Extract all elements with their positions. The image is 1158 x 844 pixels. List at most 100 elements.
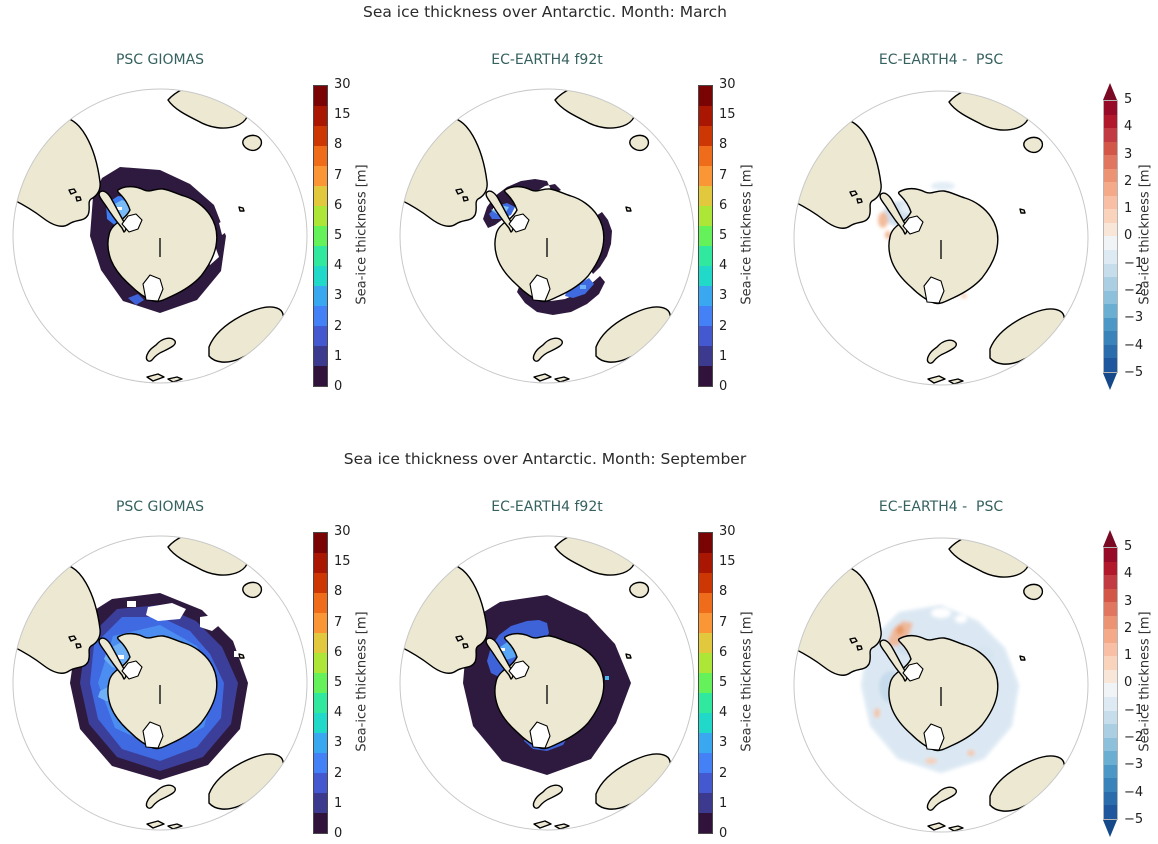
map-content (400, 536, 671, 830)
colorbar-segment (314, 773, 327, 793)
globe-outline (12, 535, 308, 831)
colorbar-segment (699, 226, 712, 246)
panel-title-diff-march: EC-EARTH4 - PSC (878, 52, 1004, 68)
colorbar-segment (1104, 222, 1117, 237)
colorbar-segment (1104, 710, 1117, 725)
colorbar-segment (1104, 168, 1117, 183)
colorbar-segment (314, 126, 327, 146)
colorbar-segment (1104, 141, 1117, 156)
colorbar-segment (699, 286, 712, 306)
colorbar-segment (1104, 114, 1117, 129)
panel-title-diff-september: EC-EARTH4 - PSC (878, 499, 1004, 515)
colorbar-segment (314, 186, 327, 206)
colorbar-segment (314, 633, 327, 653)
colorbar-segments (313, 85, 328, 387)
colorbar-segment (1104, 629, 1117, 643)
land-layer (794, 538, 1065, 832)
figure-title-march: Sea ice thickness over Antarctic. Month:… (362, 3, 728, 21)
colorbar-segment (1104, 751, 1117, 765)
colorbar-segment (1104, 683, 1117, 698)
colorbar-segment (1104, 182, 1117, 196)
colorbar-segment (314, 346, 327, 366)
panel-title-psc-march: PSC GIOMAS (115, 52, 205, 68)
map-diff-march (793, 90, 1089, 386)
colorbar-segment (314, 86, 327, 106)
colorbar-segment (314, 366, 327, 386)
colorbar-segment (699, 633, 712, 653)
colorbar-axis-label: Sea-ice thickness [m] (354, 611, 370, 752)
colorbar-segment (1104, 642, 1117, 657)
colorbar-ticks: 5 4 3 2 1 0 −1 −2 −3 −4 −5 (1124, 539, 1144, 827)
colorbar-segments (1103, 547, 1118, 820)
colorbar-segment (314, 573, 327, 593)
colorbar-segment (1104, 764, 1117, 779)
colorbar-segment (699, 693, 712, 713)
colorbar-segment (314, 593, 327, 613)
colorbar-ticks: 30 15 8 7 6 5 4 3 2 1 0 (719, 77, 736, 394)
colorbar-segment (699, 166, 712, 186)
colorbar-segments (1103, 100, 1118, 373)
land-layer (13, 89, 284, 383)
colorbar-segment (314, 813, 327, 833)
colorbar-segment (699, 366, 712, 386)
colorbar-segment (699, 106, 712, 126)
colorbar-under-arrow (1103, 373, 1117, 390)
colorbar-axis-label: Sea-ice thickness [m] (739, 611, 755, 752)
colorbar-segment (1104, 331, 1117, 345)
colorbar-segment (1104, 561, 1117, 576)
colorbar-segment (699, 773, 712, 793)
map-content (794, 538, 1065, 832)
colorbar-segment (699, 593, 712, 613)
colorbar-segment (699, 793, 712, 813)
colorbar-segment (699, 206, 712, 226)
map-content (794, 91, 1065, 385)
colorbar-segment (699, 573, 712, 593)
colorbar-axis-label: Sea-ice thickness [m] (354, 164, 370, 305)
colorbar-segment (314, 793, 327, 813)
colorbar-segment (699, 126, 712, 146)
map-psc-giomas-september (12, 535, 308, 831)
colorbar-segment (314, 206, 327, 226)
colorbar-segment (699, 613, 712, 633)
colorbar-segment (314, 306, 327, 326)
colorbar-segment (699, 266, 712, 286)
colorbar-diff-march: 5 4 3 2 1 0 −1 −2 −3 −4 −5 Sea-ice thickness [m] (1103, 83, 1158, 390)
colorbar-segment (1104, 778, 1117, 792)
colorbar-segment (314, 266, 327, 286)
colorbar-segment (1104, 548, 1117, 562)
globe-outline (793, 90, 1089, 386)
colorbar-segment (699, 533, 712, 553)
colorbar-segment (1104, 805, 1117, 819)
land-layer (794, 91, 1065, 385)
colorbar-segment (314, 733, 327, 753)
figure-title-september: Sea ice thickness over Antarctic. Month:… (343, 450, 747, 468)
colorbar-segment (314, 653, 327, 673)
colorbar-segment (314, 693, 327, 713)
map-diff-september (793, 537, 1089, 833)
globe-outline (793, 537, 1089, 833)
map-content (13, 89, 284, 383)
colorbar-segment (1104, 615, 1117, 630)
colorbar-segment (1104, 317, 1117, 332)
colorbar-segment (314, 146, 327, 166)
colorbar-segment (1104, 128, 1117, 142)
colorbar-segment (1104, 344, 1117, 359)
colorbar-segment (699, 326, 712, 346)
panel-title-psc-september: PSC GIOMAS (115, 499, 205, 515)
colorbar-segment (314, 166, 327, 186)
colorbar-segment (1104, 155, 1117, 169)
colorbar-segment (314, 326, 327, 346)
colorbar-thickness-march-middle: 30 15 8 7 6 5 4 3 2 1 0 Sea-ice thickness [m] (698, 77, 768, 394)
colorbar-segment (1104, 575, 1117, 589)
colorbar-segment (1104, 277, 1117, 291)
colorbar-diff-september: 5 4 3 2 1 0 −1 −2 −3 −4 −5 Sea-ice thickness [m] (1103, 530, 1158, 837)
colorbar-segment (699, 306, 712, 326)
colorbar-segment (1104, 304, 1117, 318)
globe-outline (399, 535, 695, 831)
colorbar-segment (699, 713, 712, 733)
colorbar-segment (314, 226, 327, 246)
colorbar-segment (1104, 791, 1117, 806)
colorbar-axis-label: Sea-ice thickness [m] (739, 164, 755, 305)
colorbar-segment (314, 533, 327, 553)
colorbar-ticks: 30 15 8 7 6 5 4 3 2 1 0 (719, 524, 736, 841)
